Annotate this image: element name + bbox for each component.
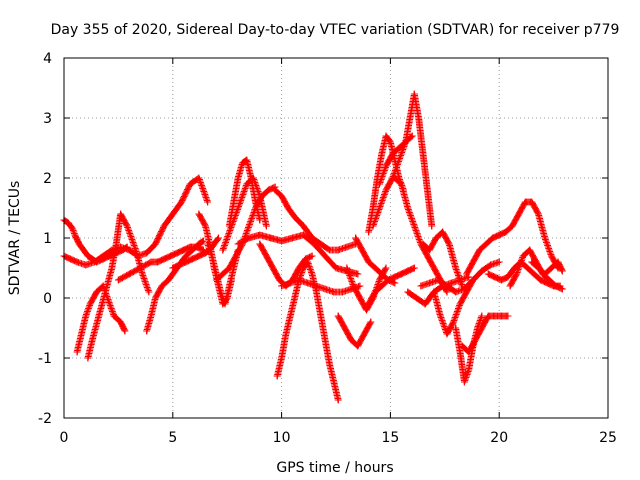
series-markers: [365, 264, 418, 308]
plot-frame: [63, 57, 609, 419]
y-tick-label: 2: [43, 171, 52, 187]
series-track-10: [212, 183, 279, 284]
y-tick-label: -1: [38, 351, 52, 367]
x-tick-label: 5: [168, 430, 177, 446]
series-track-4: [84, 210, 153, 362]
series-track-25: [376, 132, 416, 188]
series-track-18: [304, 258, 342, 404]
y-tick-label: 3: [43, 111, 52, 127]
series-track-3: [73, 282, 129, 356]
series-markers: [204, 240, 242, 308]
series-markers: [212, 183, 279, 284]
series-markers: [304, 258, 342, 404]
series-markers: [458, 312, 512, 356]
series-markers: [528, 258, 566, 278]
series-track-22: [365, 264, 418, 308]
x-tick-label: 0: [60, 430, 69, 446]
grid: [64, 58, 608, 418]
x-tick-label: 15: [381, 430, 399, 446]
y-tick-label: -2: [38, 411, 52, 427]
y-tick-label: 4: [43, 51, 52, 67]
series-markers: [169, 234, 222, 272]
y-tick-label: 0: [43, 291, 52, 307]
series-track-26: [391, 174, 451, 296]
series-markers: [271, 186, 359, 254]
series-track-12: [219, 174, 270, 254]
x-tick-label: 20: [490, 430, 508, 446]
series-track-36: [528, 258, 566, 278]
series-markers: [84, 210, 153, 362]
series-track-35: [506, 246, 566, 293]
series-track-33: [463, 198, 562, 278]
series-track-30: [430, 276, 477, 338]
x-tick-label: 25: [599, 430, 617, 446]
x-axis-label: GPS time / hours: [276, 460, 393, 476]
series-track-19: [334, 312, 375, 350]
y-tick-label: 1: [43, 231, 52, 247]
series-markers: [334, 312, 375, 350]
series-markers: [234, 231, 362, 278]
chart-title: Day 355 of 2020, Sidereal Day-to-day VTE…: [51, 22, 620, 38]
series-track-13: [234, 231, 362, 278]
series-markers: [430, 276, 477, 338]
plot-area: [60, 90, 566, 404]
series-markers: [463, 198, 562, 278]
series-track-6: [143, 237, 207, 335]
series-track-14: [271, 186, 359, 254]
series-track-32: [458, 312, 512, 356]
series-track-23: [365, 132, 407, 236]
series-markers: [419, 228, 466, 290]
y-axis-label: SDTVAR / TECUs: [7, 181, 23, 296]
series-track-9: [204, 240, 242, 308]
series-markers: [376, 132, 416, 188]
series-markers: [273, 258, 312, 380]
x-tick-label: 10: [273, 430, 291, 446]
series-markers: [219, 174, 270, 254]
series-track-27: [419, 228, 466, 290]
